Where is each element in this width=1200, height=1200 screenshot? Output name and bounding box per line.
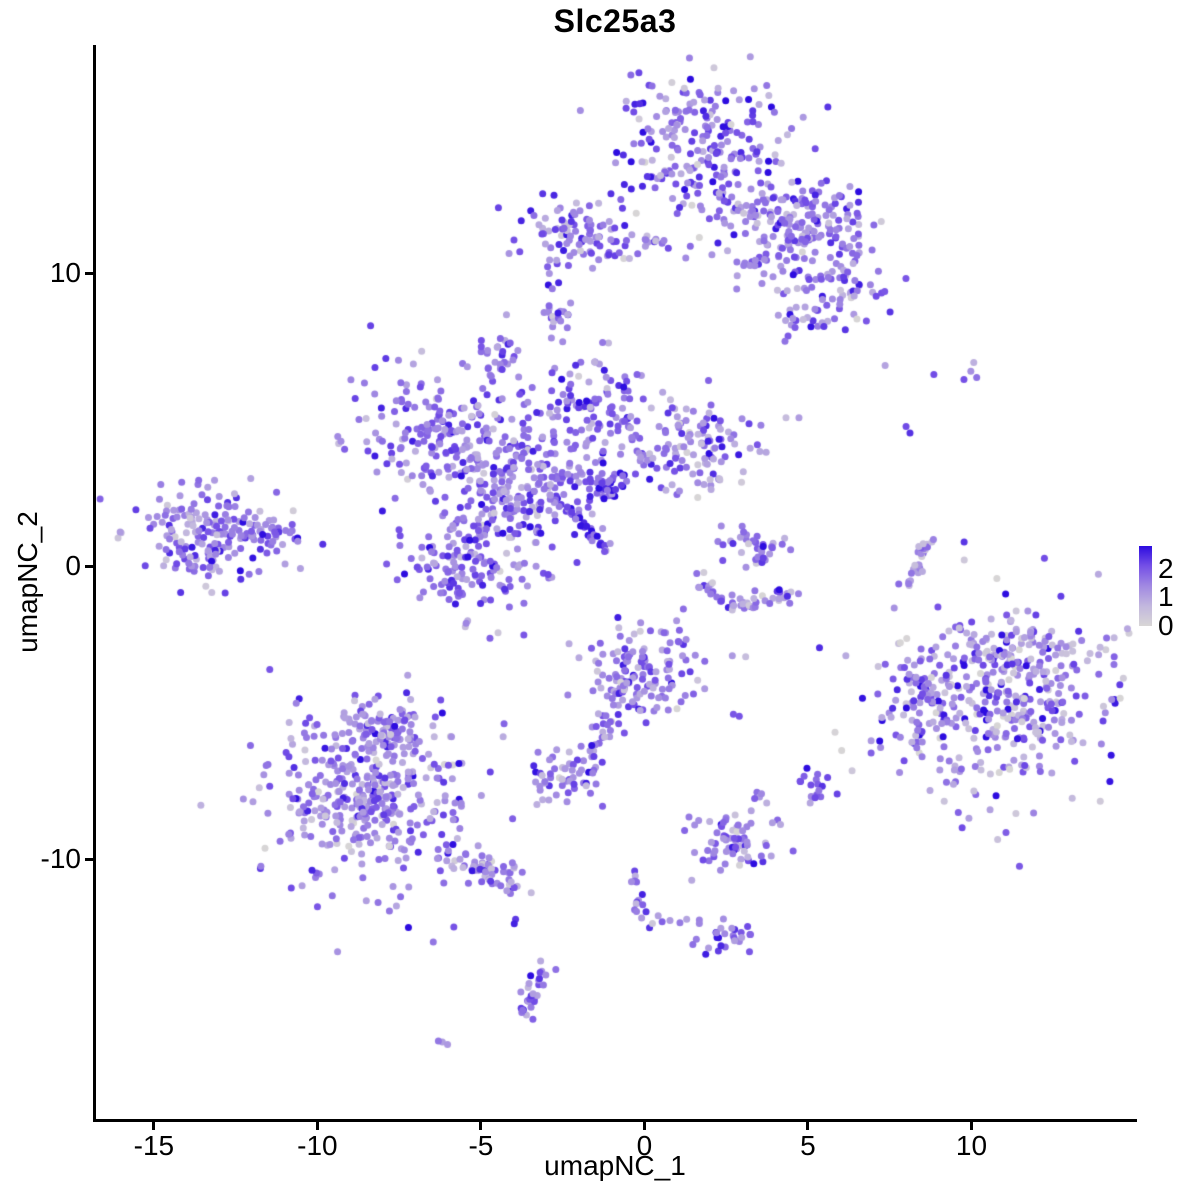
y-tick-label: 0: [65, 550, 81, 582]
x-tick-label: 5: [800, 1130, 816, 1161]
y-tick-label: -10: [40, 843, 81, 875]
x-tick-mark: [806, 1122, 810, 1130]
legend-tick-label: 1: [1158, 581, 1174, 613]
x-tick-mark: [315, 1122, 319, 1130]
y-tick-mark: [85, 271, 93, 275]
x-tick-label: 0: [636, 1130, 653, 1161]
y-tick-mark: [85, 564, 93, 568]
y-tick-label: 10: [49, 257, 81, 289]
y-axis-line: [93, 45, 96, 1122]
x-tick-mark: [969, 1122, 973, 1130]
x-tick-label: 10: [955, 1130, 988, 1161]
x-tick-label: -15: [133, 1130, 175, 1161]
x-tick-mark: [642, 1122, 646, 1130]
x-tick-mark: [152, 1122, 156, 1130]
x-axis-title: umapNC_1: [544, 1150, 686, 1181]
legend-gradient-bar: [1139, 546, 1152, 626]
legend-tick-label: 2: [1158, 552, 1174, 584]
legend-tick-label: 0: [1158, 610, 1174, 641]
y-axis-title: umapNC_2: [12, 511, 43, 653]
scatter-points-canvas: [95, 45, 1135, 1120]
x-tick-mark: [479, 1122, 483, 1130]
y-tick-mark: [85, 857, 93, 861]
x-tick-label: -10: [297, 1130, 338, 1161]
x-axis-line: [93, 1119, 1137, 1122]
x-tick-label: -5: [468, 1130, 494, 1161]
plot-title: Slc25a3: [553, 3, 677, 39]
